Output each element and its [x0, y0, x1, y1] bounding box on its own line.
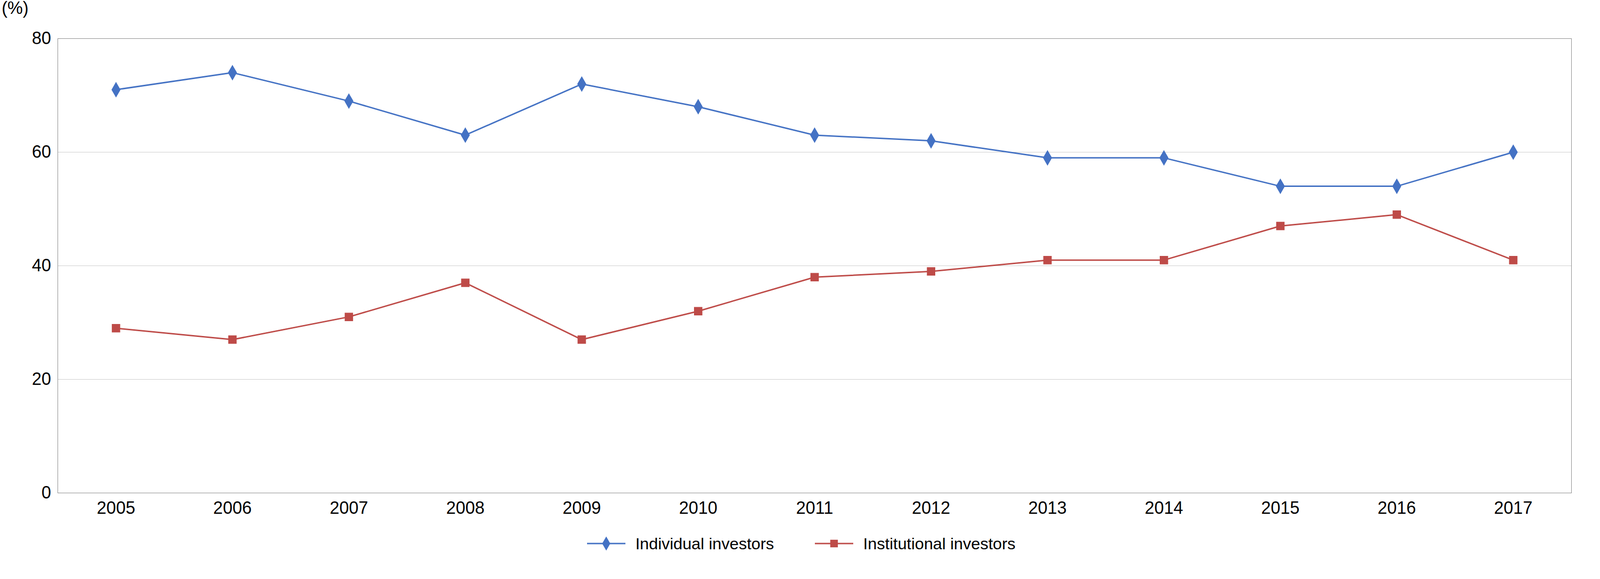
svg-text:80: 80: [31, 28, 51, 48]
svg-text:60: 60: [31, 141, 51, 162]
svg-text:0: 0: [41, 482, 51, 503]
svg-text:2014: 2014: [1144, 498, 1184, 518]
svg-text:2013: 2013: [1028, 498, 1067, 518]
svg-text:2017: 2017: [1494, 498, 1533, 518]
svg-text:(%): (%): [1, 0, 29, 18]
svg-text:2006: 2006: [213, 498, 252, 518]
svg-text:40: 40: [31, 255, 51, 276]
svg-text:2011: 2011: [796, 498, 834, 518]
svg-text:2008: 2008: [446, 498, 485, 518]
svg-text:20: 20: [31, 369, 51, 389]
svg-text:2005: 2005: [96, 498, 136, 518]
svg-text:2007: 2007: [329, 498, 368, 518]
svg-text:2016: 2016: [1377, 498, 1416, 518]
html-text:Institutional investors: Institutional investors: [863, 534, 1016, 553]
svg-text:2015: 2015: [1261, 498, 1300, 518]
svg-text:2009: 2009: [562, 498, 601, 518]
svg-text:2012: 2012: [911, 498, 951, 518]
svg-text:2010: 2010: [679, 498, 718, 518]
html-text:Individual investors: Individual investors: [635, 534, 775, 553]
